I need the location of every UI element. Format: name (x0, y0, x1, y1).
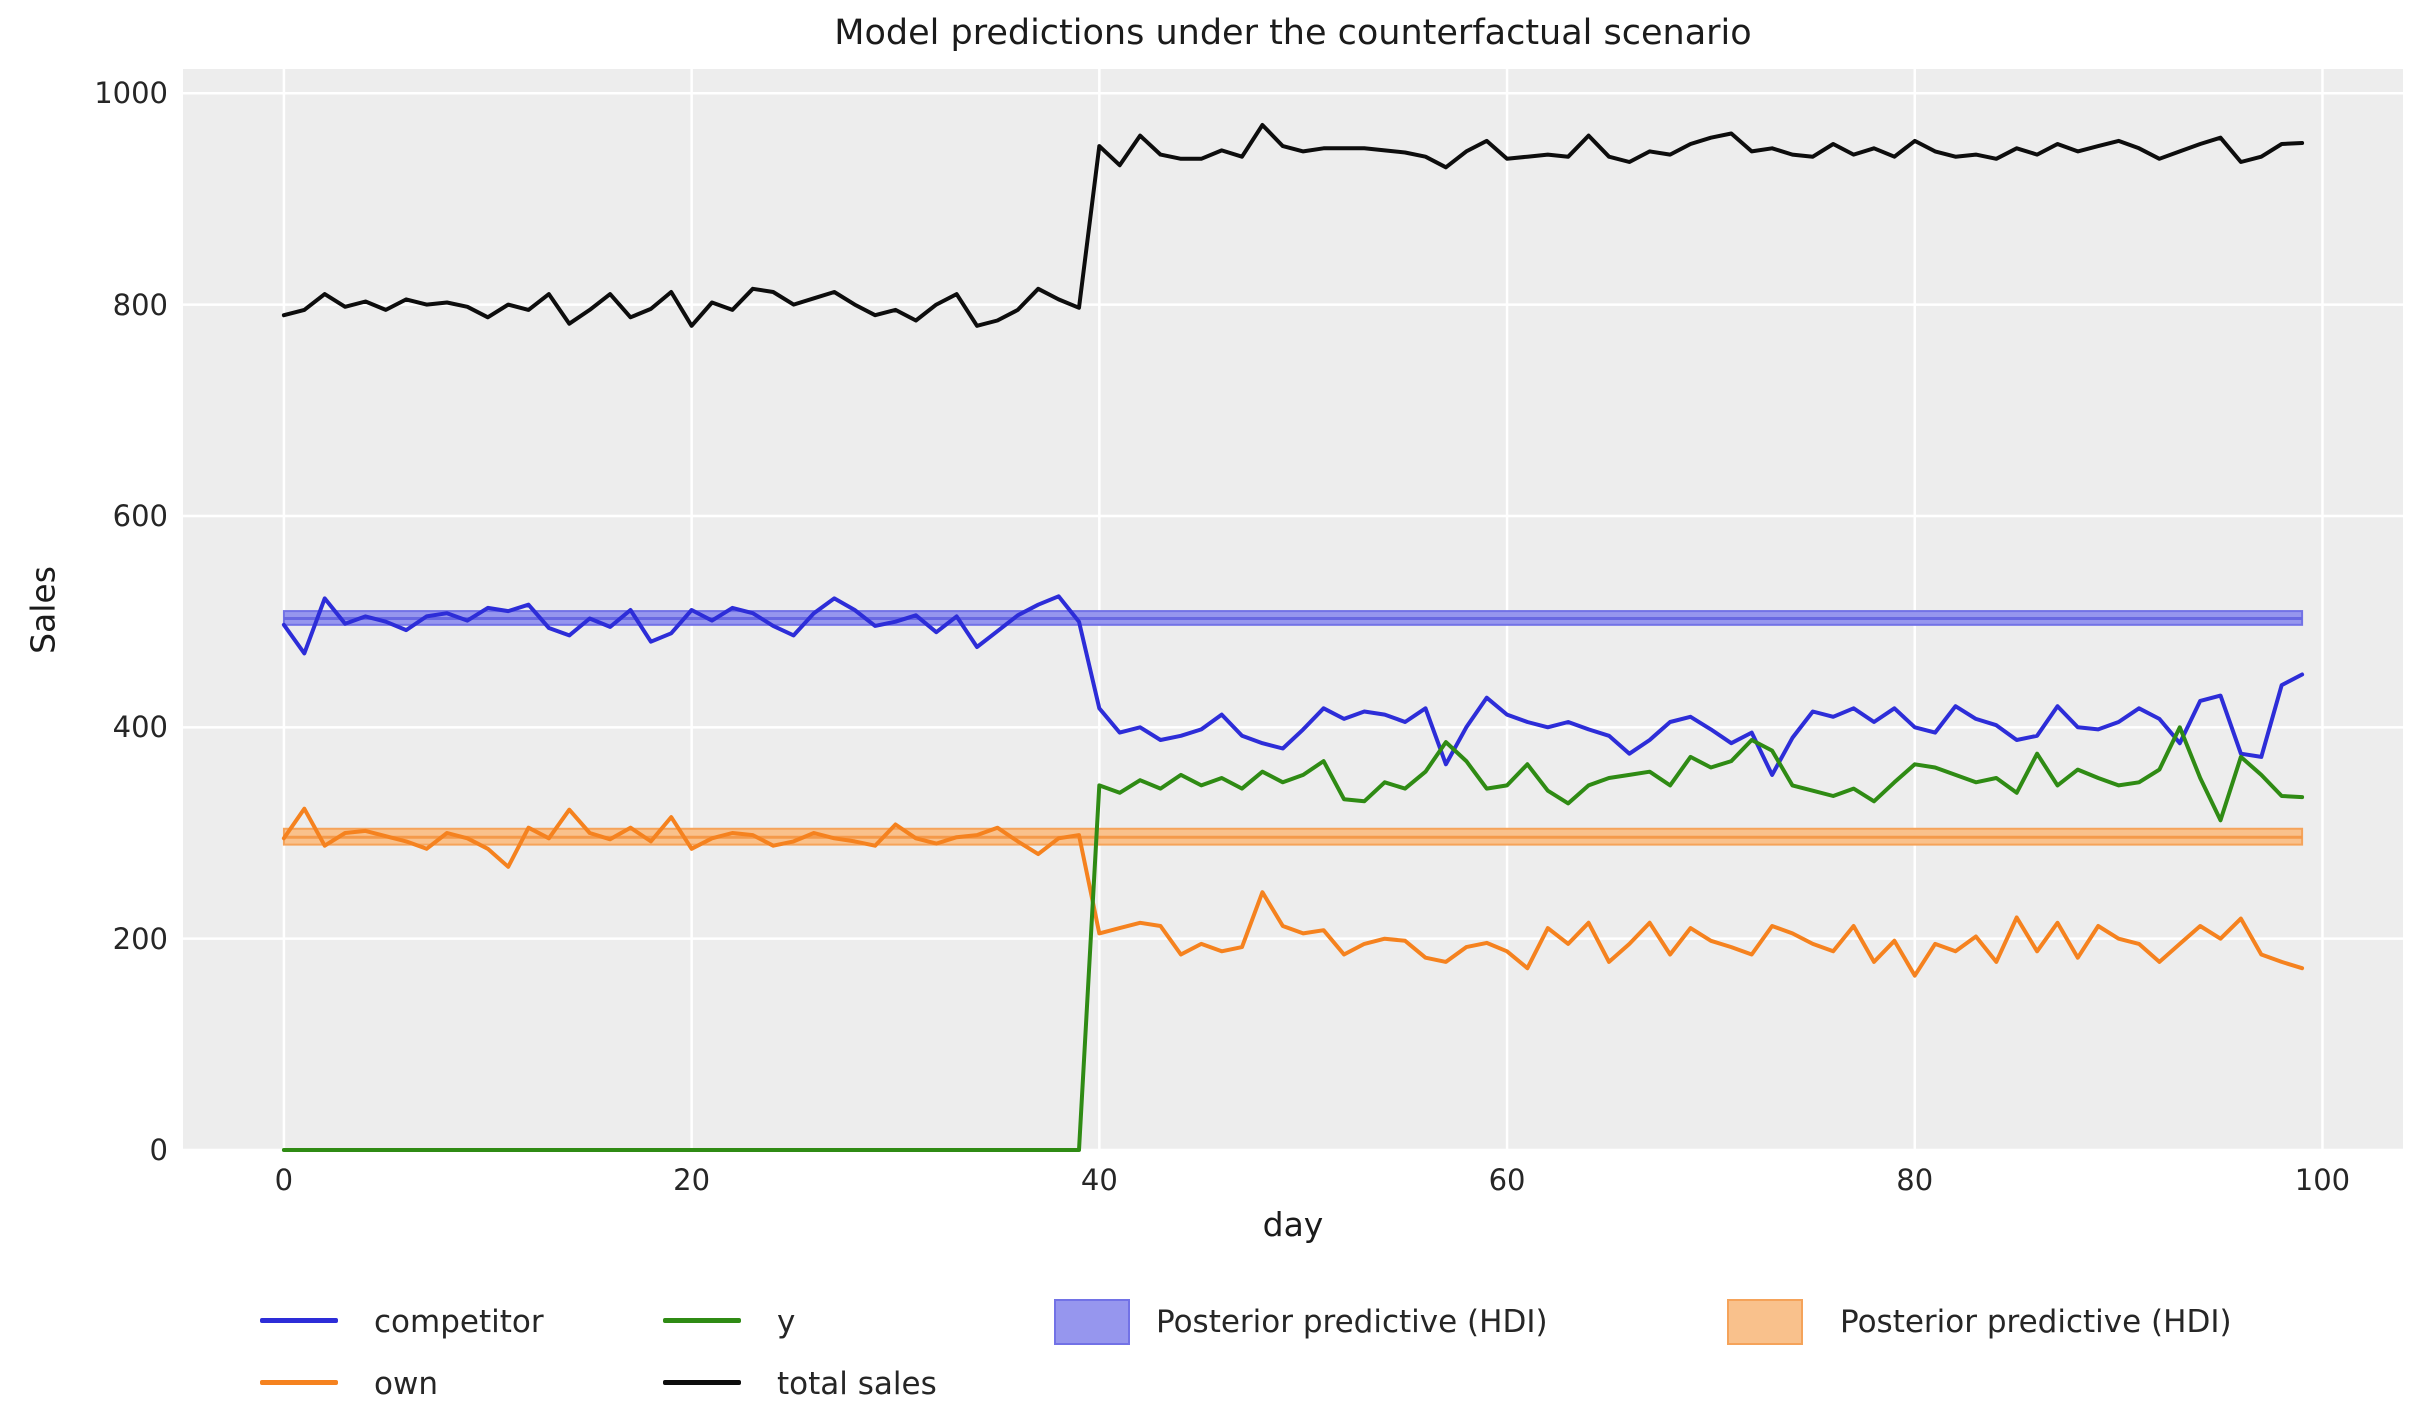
y-tick-400: 400 (112, 710, 168, 745)
x-axis-label: day (1262, 1205, 1324, 1244)
y-tick-800: 800 (112, 287, 168, 322)
legend-label-total-sales-3: total sales (777, 1366, 937, 1402)
legend-line-swatch-y (663, 1318, 741, 1323)
x-tick-40: 40 (1080, 1163, 1118, 1197)
y-axis-label: Sales (23, 566, 63, 654)
chart-canvas (183, 69, 2403, 1152)
y-tick-600: 600 (112, 498, 168, 533)
y-tick-0: 0 (149, 1133, 168, 1167)
legend-line-swatch-own (260, 1380, 338, 1385)
legend-label-own-1: own (374, 1366, 438, 1402)
x-tick-80: 80 (1896, 1163, 1934, 1197)
legend-label-posterior-predictive-hdi-5: Posterior predictive (HDI) (1840, 1304, 2232, 1340)
y-tick-1000: 1000 (94, 76, 168, 111)
legend-label-posterior-predictive-hdi-4: Posterior predictive (HDI) (1156, 1304, 1548, 1340)
series-own (281, 806, 2305, 978)
chart-title: Model predictions under the counterfactu… (834, 13, 1752, 53)
x-tick-20: 20 (673, 1163, 711, 1197)
plot-area (183, 69, 2403, 1152)
legend-label-competitor-0: competitor (374, 1304, 544, 1340)
series-total-sales (281, 123, 2305, 328)
legend-label-y-2: y (777, 1304, 796, 1340)
x-tick-0: 0 (274, 1163, 294, 1197)
x-tick-100: 100 (2294, 1163, 2351, 1197)
legend-patch-swatch-posterior-predictive-hdi-5 (1727, 1299, 1803, 1345)
y-tick-200: 200 (112, 921, 168, 956)
series-y (281, 725, 2305, 1152)
legend-line-swatch-total-sales (663, 1380, 741, 1385)
legend-line-swatch-competitor (260, 1318, 338, 1323)
x-tick-60: 60 (1488, 1163, 1526, 1197)
series-competitor (281, 594, 2305, 777)
legend-patch-swatch-posterior-predictive-hdi-4 (1054, 1299, 1130, 1345)
